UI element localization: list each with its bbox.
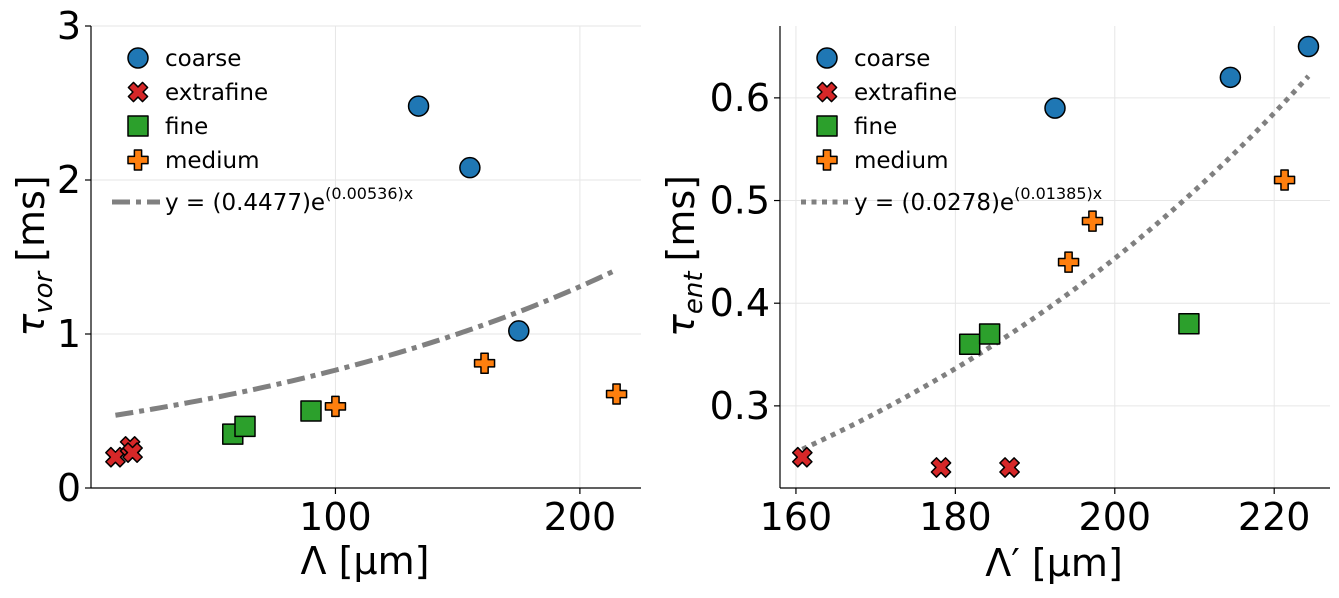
left-chart-y-tick-label: 3 — [57, 4, 81, 48]
right-chart-x-axis-label: Λ′ [μm] — [985, 541, 1123, 585]
right-chart-y-tick-label: 0.4 — [710, 281, 770, 325]
left-chart-coarse-marker — [459, 156, 481, 179]
right-chart-extrafine-marker — [999, 457, 1020, 478]
left-chart-legend-fit-equation: y = (0.4477)e — [165, 190, 325, 216]
left-chart-legend-coarse-marker — [127, 47, 149, 69]
left-chart-x-axis-label: Λ [μm] — [301, 539, 430, 583]
right-chart-markers — [791, 35, 1320, 478]
left-chart-legend-extrafine-label: extrafine — [165, 80, 268, 106]
right-chart-extrafine-marker — [930, 457, 952, 478]
left-chart-markers — [105, 95, 628, 468]
left-chart-fit-line — [115, 267, 618, 418]
left-chart-legend-medium-marker — [127, 149, 149, 171]
left-chart-legend-fit-label: y = (0.4477)e(0.00536)x — [165, 184, 413, 216]
left-chart-fine-marker — [300, 400, 322, 422]
left-chart-y-label-unit: [ms] — [9, 175, 53, 261]
right-chart-legend-fit-exponent: (0.01385)x — [1014, 184, 1102, 203]
right-chart-y-label-subscript: ent — [679, 271, 709, 314]
left-chart-panel: 100 200 0 1 2 3 coarse extrafine fine medium y = … — [9, 4, 641, 583]
left-chart-coarse-marker — [508, 320, 530, 342]
right-chart-fine-marker — [1178, 312, 1200, 335]
right-chart-y-tick-label: 0.3 — [710, 384, 770, 428]
left-chart-y-axis-label: τvor [ms] — [9, 175, 59, 336]
right-chart-medium-marker — [1081, 210, 1104, 232]
left-chart-extrafine-marker — [105, 446, 126, 468]
right-chart-legend-coarse-marker — [816, 47, 838, 69]
right-chart-x-tick-label: 160 — [760, 495, 833, 539]
right-chart-coarse-marker — [1297, 35, 1320, 58]
right-chart-y-tick-label: 0.6 — [710, 76, 770, 120]
left-chart-medium-marker — [324, 395, 347, 418]
left-chart-y-tick-label: 2 — [57, 158, 81, 202]
right-chart-medium-marker — [1273, 169, 1296, 191]
left-chart-y-tick-label: 1 — [57, 312, 81, 356]
left-chart-legend-fine-marker — [127, 115, 149, 137]
right-chart-fine-marker — [978, 323, 1001, 345]
right-chart-y-label-symbol: τ — [659, 313, 703, 337]
left-chart-medium-marker — [605, 383, 628, 405]
left-chart-axes: 100 200 0 1 2 3 — [57, 4, 641, 539]
right-chart-legend-medium-marker — [816, 149, 838, 171]
right-chart-x-tick-label: 220 — [1238, 495, 1311, 539]
right-chart-coarse-marker — [1219, 66, 1242, 89]
left-chart-y-label-symbol: τ — [9, 313, 53, 337]
right-chart-y-axis-label: τent [ms] — [659, 175, 709, 337]
left-chart-y-tick-label: 0 — [57, 466, 81, 510]
left-chart-medium-marker — [473, 352, 496, 375]
right-chart-legend-medium-label: medium — [854, 148, 949, 174]
right-chart-coarse-marker — [1044, 97, 1066, 119]
left-chart-fit-curve — [115, 267, 618, 418]
right-chart-medium-marker — [1057, 251, 1080, 273]
right-chart-panel: 160 180 200 220 0.3 0.4 0.5 0.6 coarse extrafine… — [659, 26, 1330, 585]
right-chart-legend: coarse extrafine fine medium y = (0.0278)e(0… — [801, 46, 1102, 216]
left-chart-y-label-subscript: vor — [29, 269, 59, 313]
left-chart-legend-medium-label: medium — [165, 148, 260, 174]
left-chart-legend-fine-label: fine — [165, 114, 208, 140]
right-chart-legend-fit-label: y = (0.0278)e(0.01385)x — [854, 184, 1102, 216]
left-chart-x-tick-label: 100 — [299, 495, 372, 539]
right-chart-y-label-unit: [ms] — [659, 175, 703, 261]
left-chart-extrafine-marker — [122, 442, 143, 463]
left-chart-legend-extrafine-marker — [127, 81, 149, 103]
right-chart-legend-extrafine-marker — [816, 81, 838, 103]
left-chart-coarse-marker — [407, 95, 430, 117]
right-chart-x-tick-label: 180 — [919, 495, 992, 539]
right-chart-axes: 160 180 200 220 0.3 0.4 0.5 0.6 — [710, 26, 1330, 539]
left-chart-x-tick-label: 200 — [544, 495, 617, 539]
left-chart-legend: coarse extrafine fine medium y = (0.4477)e(0… — [112, 46, 413, 216]
left-chart-fine-marker — [234, 415, 256, 438]
right-chart-x-tick-label: 200 — [1079, 495, 1152, 539]
right-chart-legend-fine-marker — [816, 115, 838, 137]
right-chart-fine-marker — [958, 333, 981, 356]
right-chart-legend-fit-equation: y = (0.0278)e — [854, 190, 1014, 216]
right-chart-legend-coarse-label: coarse — [854, 46, 930, 72]
left-chart-legend-fit-exponent: (0.00536)x — [325, 184, 413, 203]
right-chart-legend-extrafine-label: extrafine — [854, 80, 957, 106]
right-chart-legend-fine-label: fine — [854, 114, 897, 140]
right-chart-y-tick-label: 0.5 — [710, 179, 770, 223]
left-chart-legend-coarse-label: coarse — [165, 46, 241, 72]
right-chart-extrafine-marker — [791, 446, 813, 468]
